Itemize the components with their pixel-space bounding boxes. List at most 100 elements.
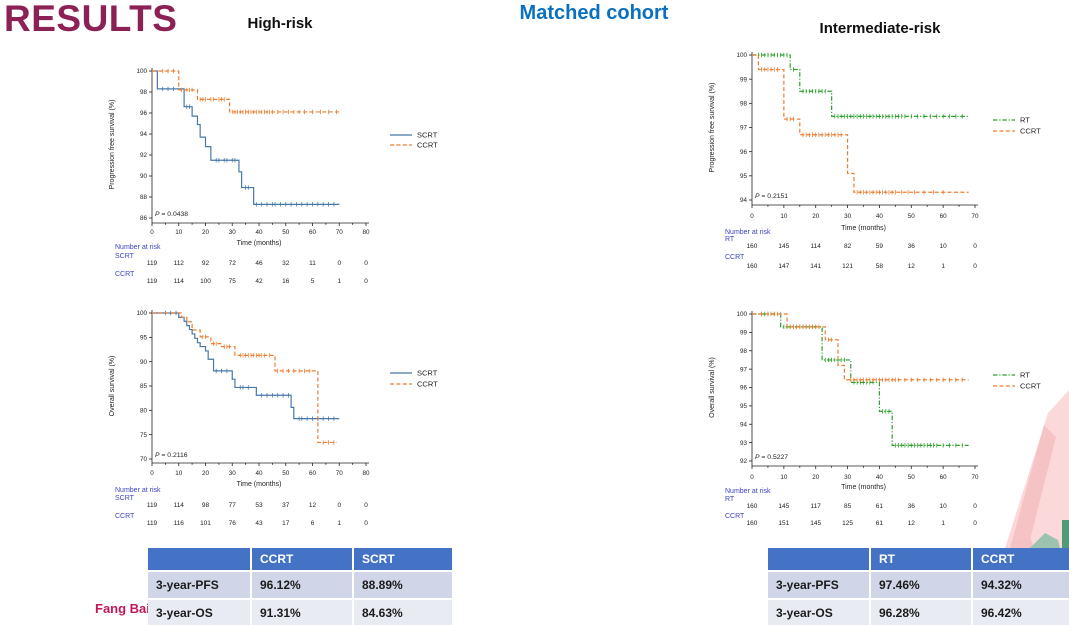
x-tick-label: 80 bbox=[362, 470, 370, 477]
x-tick-label: 40 bbox=[255, 470, 263, 477]
matched-cohort-heading: Matched cohort bbox=[519, 2, 669, 24]
high-risk-heading: High-risk bbox=[247, 15, 313, 32]
risk-value: 36 bbox=[908, 503, 916, 510]
risk-value: 100 bbox=[200, 278, 211, 285]
legend-label-CCRT: CCRT bbox=[1020, 382, 1041, 391]
x-tick-label: 0 bbox=[150, 229, 154, 236]
legend-label-CCRT: CCRT bbox=[417, 141, 438, 150]
risk-value: 116 bbox=[174, 520, 185, 527]
x-axis-label: Time (months) bbox=[237, 481, 282, 488]
y-tick-label: 80 bbox=[140, 408, 148, 415]
x-tick-label: 40 bbox=[876, 213, 884, 220]
x-tick-label: 60 bbox=[940, 474, 948, 481]
risk-value: 10 bbox=[940, 503, 948, 510]
y-axis-label: Overall survival (%) bbox=[109, 356, 116, 417]
y-tick-label: 96 bbox=[140, 110, 148, 117]
risk-value: 37 bbox=[282, 502, 290, 509]
y-tick-label: 96 bbox=[740, 149, 748, 156]
risk-value: 5 bbox=[311, 278, 315, 285]
series-CCRT bbox=[152, 70, 340, 113]
x-tick-label: 50 bbox=[282, 229, 290, 236]
x-tick-label: 50 bbox=[908, 474, 916, 481]
p-value-label: P = 0.0438 bbox=[155, 211, 188, 218]
y-tick-label: 75 bbox=[140, 432, 148, 439]
x-tick-label: 40 bbox=[876, 474, 884, 481]
summary-table-cell: 97.46% bbox=[871, 572, 971, 598]
x-tick-label: 0 bbox=[750, 213, 754, 220]
risk-value: 12 bbox=[908, 520, 916, 527]
number-at-risk-label: Number at risk bbox=[115, 244, 161, 251]
risk-value: 92 bbox=[202, 260, 210, 267]
risk-value: 101 bbox=[200, 520, 211, 527]
legend-label-CCRT: CCRT bbox=[1020, 127, 1041, 136]
decorative-corner-graphic bbox=[1005, 390, 1069, 548]
x-tick-label: 20 bbox=[812, 213, 820, 220]
x-tick-label: 70 bbox=[971, 474, 979, 481]
series-CCRT bbox=[152, 312, 337, 444]
risk-value: 10 bbox=[940, 243, 948, 250]
x-tick-label: 10 bbox=[780, 213, 788, 220]
risk-value: 43 bbox=[255, 520, 263, 527]
legend-label-RT: RT bbox=[1020, 371, 1030, 380]
risk-value: 160 bbox=[747, 263, 758, 270]
decorative-shape bbox=[1030, 533, 1060, 548]
risk-value: 77 bbox=[229, 502, 237, 509]
risk-value: 117 bbox=[811, 503, 822, 510]
risk-value: 0 bbox=[973, 503, 977, 510]
risk-row-name: SCRT bbox=[115, 495, 135, 502]
risk-value: 98 bbox=[202, 502, 210, 509]
risk-value: 160 bbox=[747, 243, 758, 250]
risk-value: 160 bbox=[747, 520, 758, 527]
risk-value: 0 bbox=[973, 243, 977, 250]
y-tick-label: 94 bbox=[740, 197, 748, 204]
y-tick-label: 94 bbox=[140, 131, 148, 138]
decorative-shape bbox=[1012, 537, 1034, 548]
x-axis-label: Time (months) bbox=[841, 225, 886, 232]
risk-value: 0 bbox=[364, 520, 368, 527]
x-tick-label: 70 bbox=[971, 213, 979, 220]
summary-table-cell: 3-year-OS bbox=[148, 600, 250, 625]
number-at-risk-label: Number at risk bbox=[725, 229, 771, 236]
x-axis-label: Time (months) bbox=[841, 484, 886, 491]
risk-value: 114 bbox=[811, 243, 822, 250]
risk-value: 0 bbox=[337, 502, 341, 509]
x-tick-label: 30 bbox=[844, 474, 852, 481]
risk-value: 46 bbox=[255, 260, 263, 267]
legend-label-RT: RT bbox=[1020, 116, 1030, 125]
risk-row-name: CCRT bbox=[725, 513, 745, 520]
risk-value: 145 bbox=[778, 243, 789, 250]
y-tick-label: 93 bbox=[740, 440, 748, 447]
high-risk-summary-table: CCRT SCRT 3-year-PFS 96.12% 88.89% 3-year-OS 9… bbox=[148, 548, 452, 625]
summary-table-header-cell: CCRT bbox=[252, 548, 352, 570]
risk-value: 141 bbox=[810, 263, 821, 270]
risk-value: 85 bbox=[844, 503, 852, 510]
risk-value: 17 bbox=[282, 520, 290, 527]
risk-value: 0 bbox=[973, 263, 977, 270]
summary-table-header-cell: RT bbox=[871, 548, 971, 570]
risk-value: 147 bbox=[778, 263, 789, 270]
summary-table-cell: 91.31% bbox=[252, 600, 352, 625]
y-tick-label: 100 bbox=[136, 310, 147, 317]
series-CCRT bbox=[752, 54, 969, 193]
risk-value: 12 bbox=[309, 502, 317, 509]
y-tick-label: 99 bbox=[740, 76, 748, 83]
risk-value: 1 bbox=[941, 520, 945, 527]
y-tick-label: 100 bbox=[736, 311, 747, 318]
risk-value: 145 bbox=[810, 520, 821, 527]
legend-label-SCRT: SCRT bbox=[417, 369, 438, 378]
summary-table-cell: 94.32% bbox=[973, 572, 1069, 598]
x-tick-label: 50 bbox=[908, 213, 916, 220]
risk-value: 16 bbox=[282, 278, 290, 285]
summary-table-cell: 96.12% bbox=[252, 572, 352, 598]
risk-value: 82 bbox=[844, 243, 852, 250]
summary-table-cell: 84.63% bbox=[354, 600, 452, 625]
summary-table-header-cell: SCRT bbox=[354, 548, 452, 570]
risk-value: 1 bbox=[337, 520, 341, 527]
risk-row-name: CCRT bbox=[725, 254, 745, 261]
risk-value: 160 bbox=[747, 503, 758, 510]
x-tick-label: 20 bbox=[202, 229, 210, 236]
risk-row-name: RT bbox=[725, 496, 735, 503]
y-axis-label: Progression free survival (%) bbox=[109, 100, 116, 190]
